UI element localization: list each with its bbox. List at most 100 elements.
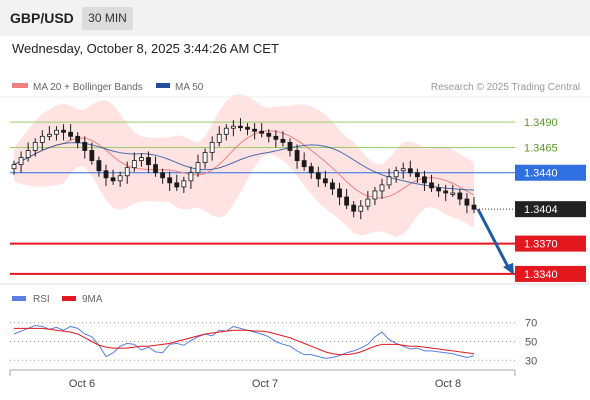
currency-pair-title: GBP/USD (10, 10, 74, 26)
candle-body (195, 162, 201, 174)
candle-body (365, 198, 371, 207)
candle-body (344, 196, 350, 206)
candle-body (287, 141, 293, 151)
candle-body (464, 198, 470, 206)
candle-body (308, 166, 314, 174)
x-tick-label: Oct 8 (435, 378, 461, 390)
candle-body (273, 135, 279, 140)
candle-body (54, 129, 59, 135)
candle-body (280, 138, 286, 143)
candle-body (294, 150, 300, 161)
candle-body (32, 141, 38, 151)
candle-body (230, 125, 236, 129)
candle-body (223, 127, 229, 135)
candle-body (110, 177, 116, 182)
candle-body (337, 188, 342, 198)
candle-body (75, 135, 81, 143)
rsi-tick-30: 30 (525, 355, 537, 367)
level-tag-1-3340 (515, 265, 586, 282)
candle-body (238, 125, 243, 129)
candle-body (252, 128, 258, 132)
candle-body (202, 152, 208, 164)
candle-body (330, 182, 335, 190)
rsi-tick-50: 50 (525, 337, 537, 349)
rsi-legend-label: RSI (33, 294, 50, 305)
candle-body (301, 160, 307, 168)
rsi-ma-legend-swatch (62, 296, 76, 301)
header-bar: GBP/USD 30 MIN (0, 0, 590, 36)
candle-body (174, 182, 180, 188)
candle-body (138, 157, 144, 161)
ma20-line (13, 130, 475, 199)
candle-body (18, 157, 24, 166)
candle-body (358, 205, 364, 212)
candle-body (351, 204, 357, 212)
candle-body (386, 176, 392, 186)
candle-body (216, 133, 222, 143)
rsi-legend-swatch (12, 296, 26, 301)
candle-body (46, 133, 52, 137)
candle-body (11, 164, 17, 170)
candle-body (117, 175, 123, 182)
credit-text: Research © 2025 Trading Central (431, 82, 580, 93)
ma50-line (13, 142, 475, 191)
level-tag-1-3370 (515, 235, 586, 252)
rsi-line (13, 325, 475, 359)
bollinger-band (14, 94, 474, 237)
level-tag-1-3440 (515, 164, 586, 181)
level-label-1-3370: 1.3370 (524, 239, 558, 251)
candle-body (131, 160, 137, 169)
candle-body (245, 126, 250, 130)
forecast-arrow (476, 208, 511, 270)
candle-body (400, 168, 406, 172)
candle-body (25, 150, 31, 158)
candle-body (153, 164, 158, 174)
ma20-legend-label: MA 20 + Bollinger Bands (33, 82, 143, 93)
candle-body (315, 172, 321, 180)
timestamp: Wednesday, October 8, 2025 3:44:26 AM CE… (12, 41, 279, 56)
x-tick-label: Oct 7 (252, 378, 278, 390)
level-tag-1-3404 (515, 201, 586, 218)
candle-body (372, 190, 378, 200)
candle-body (167, 177, 173, 184)
candle-body (39, 135, 45, 143)
candle-body (181, 180, 187, 188)
candle-body (96, 160, 102, 172)
candle-body (429, 182, 434, 189)
rsi-ma-legend-label: 9MA (82, 294, 103, 305)
candle-body (443, 190, 449, 194)
ma50-legend-swatch (156, 83, 170, 88)
candle-body (68, 131, 74, 137)
candle-body (266, 132, 272, 137)
level-label-1-3440: 1.3440 (524, 168, 558, 180)
level-label-1-3340: 1.3340 (524, 269, 558, 281)
candle-body (407, 168, 413, 174)
candle-body (393, 170, 399, 178)
timeframe-button[interactable]: 30 MIN (82, 7, 133, 30)
candle-body (436, 187, 442, 192)
candle-body (471, 204, 477, 210)
ma20-legend-swatch (12, 83, 28, 88)
candle-body (259, 130, 265, 134)
candle-body (146, 157, 151, 166)
level-label-1-3465: 1.3465 (524, 142, 558, 154)
candle-body (379, 184, 385, 192)
candle-body (322, 178, 328, 184)
candle-body (160, 172, 166, 179)
candle-body (422, 176, 427, 184)
level-label-1-3490: 1.3490 (524, 117, 558, 129)
candle-body (103, 170, 109, 179)
candle-body (124, 167, 130, 177)
candle-body (82, 141, 88, 151)
candle-body (209, 141, 215, 153)
candle-body (188, 172, 194, 182)
rsi-ma-line (14, 327, 475, 356)
candle-body (457, 192, 463, 200)
rsi-tick-70: 70 (525, 318, 537, 330)
candle-body (414, 172, 420, 178)
candle-body (89, 150, 95, 161)
x-tick-label: Oct 6 (69, 378, 95, 390)
candle-body (450, 192, 456, 195)
forecast-arrow-head (503, 262, 514, 275)
